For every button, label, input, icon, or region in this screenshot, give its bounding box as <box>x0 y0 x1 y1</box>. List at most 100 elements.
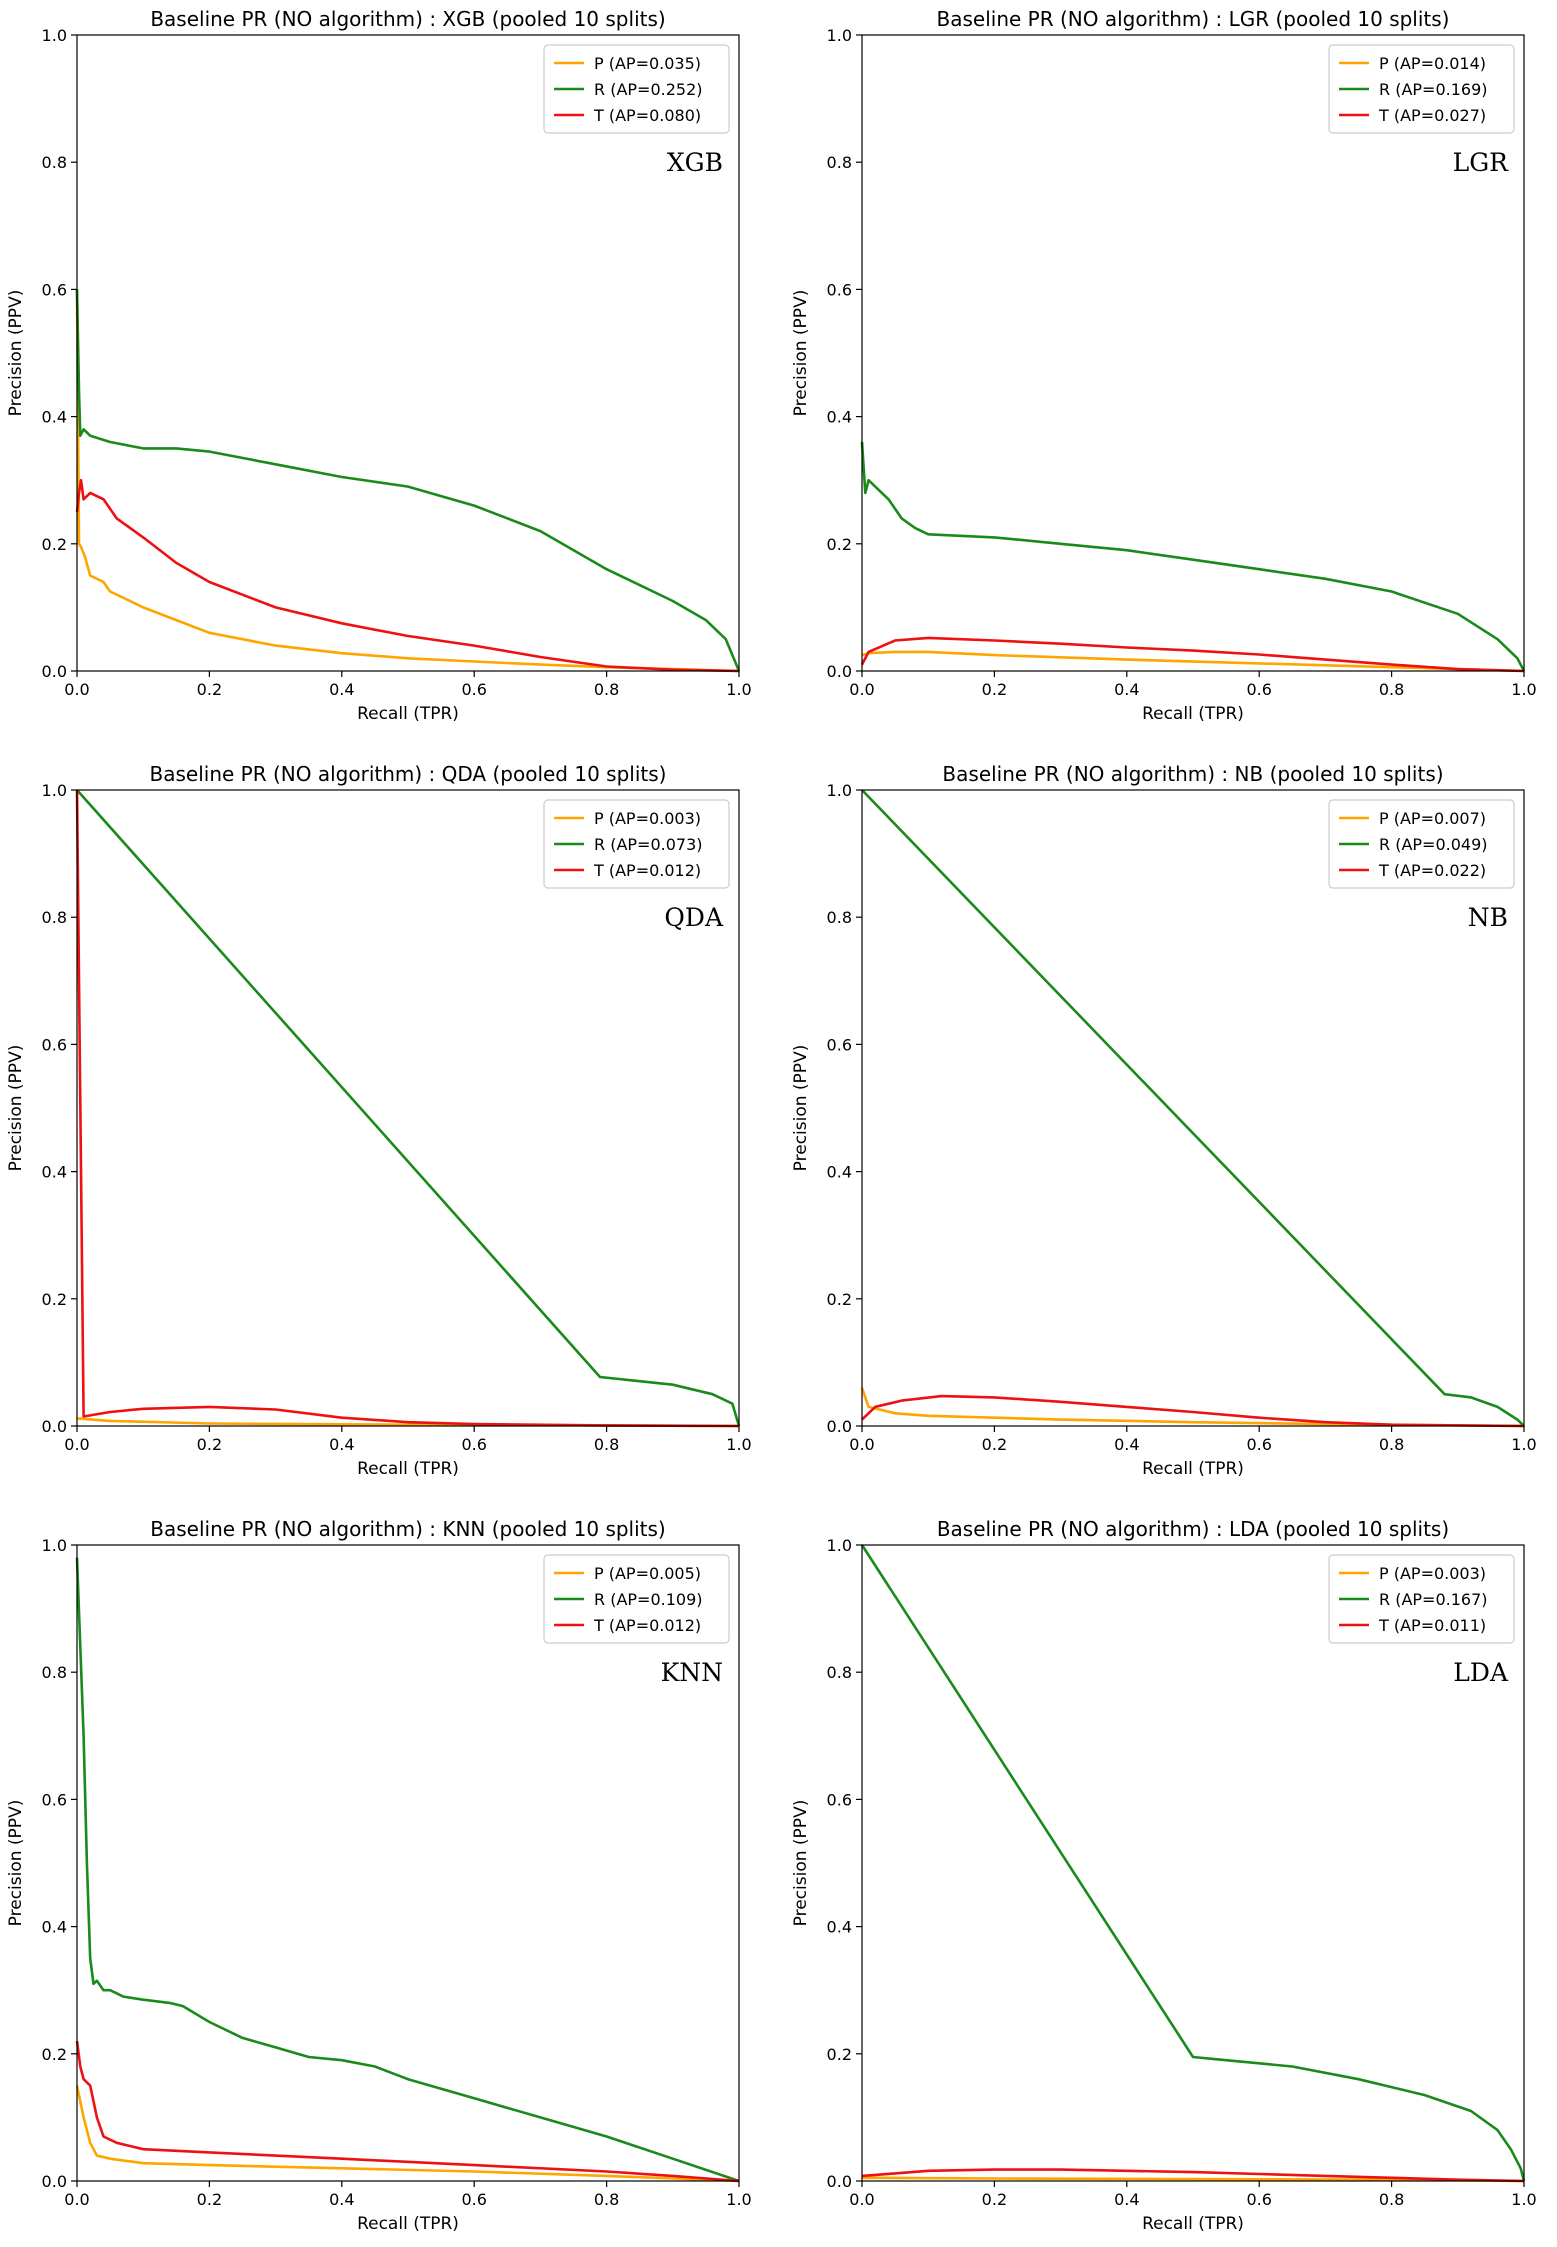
y-tick-label: 0.4 <box>42 1918 67 1937</box>
legend-box <box>543 799 730 889</box>
y-tick-label: 0.2 <box>42 2045 67 2064</box>
legend: P (AP=0.014) R (AP=0.169) T (AP=0.027) <box>1328 44 1515 134</box>
legend-entry: T (AP=0.012) <box>593 861 701 880</box>
y-tick-label: 0.8 <box>827 908 852 927</box>
legend-box <box>543 1554 730 1644</box>
plot-frame <box>861 789 1525 1427</box>
y-tick-label: 0.6 <box>827 1035 852 1054</box>
x-tick-label: 0.6 <box>461 2190 486 2209</box>
legend-entry: R (AP=0.252) <box>594 80 703 99</box>
x-tick-label: 0.2 <box>982 680 1007 699</box>
plot-frame <box>861 1544 1525 2182</box>
chart-title: Baseline PR (NO algorithm) : QDA (pooled… <box>150 762 667 786</box>
legend-entry: T (AP=0.012) <box>593 1616 701 1635</box>
series-line-p <box>75 2085 740 2183</box>
x-tick-label: 0.4 <box>1114 1435 1139 1454</box>
chart-panel-xgb: Baseline PR (NO algorithm) : XGB (pooled… <box>6 7 752 724</box>
y-tick-label: 0.6 <box>42 1035 67 1054</box>
chart-panel-qda: Baseline PR (NO algorithm) : QDA (pooled… <box>6 762 752 1479</box>
model-annotation: KNN <box>661 1658 723 1687</box>
x-tick-label: 0.4 <box>329 2190 354 2209</box>
y-tick-label: 0.2 <box>42 535 67 554</box>
legend: P (AP=0.035) R (AP=0.252) T (AP=0.080) <box>543 44 730 134</box>
y-tick-label: 1.0 <box>827 26 852 45</box>
y-tick-label: 0.6 <box>42 1790 67 1809</box>
series-line-t <box>75 478 740 673</box>
legend-entry: T (AP=0.080) <box>593 106 701 125</box>
x-tick-label: 0.0 <box>64 1435 89 1454</box>
series-line-t <box>860 636 1525 673</box>
x-tick-label: 1.0 <box>726 2190 751 2209</box>
chart-title: Baseline PR (NO algorithm) : LDA (pooled… <box>937 1517 1449 1541</box>
y-axis-label: Precision (PPV) <box>6 290 26 417</box>
y-tick-label: 0.4 <box>827 408 852 427</box>
y-tick-label: 1.0 <box>42 26 67 45</box>
y-axis-label: Precision (PPV) <box>791 1045 811 1172</box>
legend-box <box>1328 799 1515 889</box>
y-tick-label: 0.0 <box>827 662 852 681</box>
y-tick-label: 0.6 <box>42 280 67 299</box>
legend-entry: T (AP=0.022) <box>1378 861 1486 880</box>
legend-entry: R (AP=0.109) <box>594 1590 703 1609</box>
model-annotation: LGR <box>1453 148 1510 177</box>
x-tick-label: 0.6 <box>461 680 486 699</box>
series-line-t <box>861 1394 1525 1428</box>
chart-title: Baseline PR (NO algorithm) : LGR (pooled… <box>937 7 1450 31</box>
y-tick-label: 1.0 <box>827 1536 852 1555</box>
x-tick-label: 0.0 <box>849 2190 874 2209</box>
x-tick-label: 0.8 <box>594 2190 619 2209</box>
x-tick-label: 0.2 <box>197 2190 222 2209</box>
x-tick-label: 0.8 <box>1379 2190 1404 2209</box>
y-tick-label: 0.8 <box>42 908 67 927</box>
legend: P (AP=0.005) R (AP=0.109) T (AP=0.012) <box>543 1554 730 1644</box>
y-tick-label: 0.4 <box>827 1918 852 1937</box>
x-tick-label: 0.0 <box>64 2190 89 2209</box>
y-tick-label: 0.8 <box>42 1663 67 1682</box>
chart-panel-nb: Baseline PR (NO algorithm) : NB (pooled … <box>791 762 1537 1479</box>
x-tick-label: 1.0 <box>726 680 751 699</box>
y-tick-label: 0.0 <box>42 662 67 681</box>
legend-entry: R (AP=0.073) <box>594 835 703 854</box>
legend: P (AP=0.003) R (AP=0.167) T (AP=0.011) <box>1328 1554 1515 1644</box>
x-tick-label: 0.0 <box>849 1435 874 1454</box>
y-tick-label: 1.0 <box>827 781 852 800</box>
x-tick-label: 0.4 <box>329 680 354 699</box>
legend-entry: P (AP=0.014) <box>1379 54 1486 73</box>
series-line-r <box>860 1544 1526 2182</box>
y-tick-label: 0.2 <box>827 535 852 554</box>
legend-box <box>1328 44 1515 134</box>
series-line-p <box>75 289 740 673</box>
plot-frame <box>76 1544 740 2182</box>
y-axis-label: Precision (PPV) <box>6 1800 26 1927</box>
x-tick-label: 0.2 <box>982 2190 1007 2209</box>
x-tick-label: 0.0 <box>64 680 89 699</box>
x-tick-label: 0.6 <box>1246 1435 1271 1454</box>
x-axis-label: Recall (TPR) <box>357 1459 459 1479</box>
x-tick-label: 0.8 <box>1379 680 1404 699</box>
series-line-t <box>75 789 740 1428</box>
plot-frame <box>861 34 1525 672</box>
x-tick-label: 1.0 <box>726 1435 751 1454</box>
x-axis-label: Recall (TPR) <box>1142 2214 1244 2234</box>
y-tick-label: 0.4 <box>42 408 67 427</box>
model-annotation: QDA <box>664 903 724 932</box>
y-tick-label: 0.8 <box>827 153 852 172</box>
y-tick-label: 0.8 <box>42 153 67 172</box>
model-annotation: LDA <box>1453 1658 1509 1687</box>
x-axis-label: Recall (TPR) <box>357 704 459 724</box>
x-tick-label: 1.0 <box>1511 2190 1536 2209</box>
x-tick-label: 0.4 <box>329 1435 354 1454</box>
chart-panel-lgr: Baseline PR (NO algorithm) : LGR (pooled… <box>791 7 1537 724</box>
legend-entry: P (AP=0.003) <box>594 809 701 828</box>
legend: P (AP=0.003) R (AP=0.073) T (AP=0.012) <box>543 799 730 889</box>
series-line-t <box>861 2168 1525 2183</box>
x-tick-label: 1.0 <box>1511 1435 1536 1454</box>
legend-entry: R (AP=0.049) <box>1379 835 1488 854</box>
legend-entry: R (AP=0.167) <box>1379 1590 1488 1609</box>
y-tick-label: 0.2 <box>827 2045 852 2064</box>
x-tick-label: 0.8 <box>1379 1435 1404 1454</box>
chart-title: Baseline PR (NO algorithm) : KNN (pooled… <box>150 1517 666 1541</box>
legend-box <box>543 44 730 134</box>
y-tick-label: 0.6 <box>827 1790 852 1809</box>
legend: P (AP=0.007) R (AP=0.049) T (AP=0.022) <box>1328 799 1515 889</box>
